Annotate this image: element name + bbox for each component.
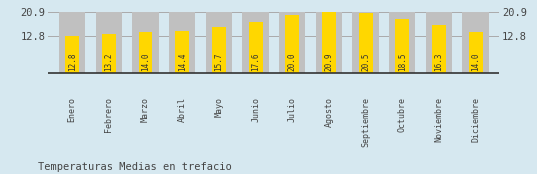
Bar bbox=[426, 12, 452, 73]
Bar bbox=[279, 12, 306, 73]
Bar bbox=[432, 25, 446, 73]
Text: 12.8: 12.8 bbox=[68, 53, 77, 71]
Bar bbox=[395, 19, 409, 73]
Bar bbox=[212, 27, 226, 73]
Text: 16.3: 16.3 bbox=[434, 53, 444, 71]
Text: 14.4: 14.4 bbox=[178, 53, 187, 71]
Text: 17.6: 17.6 bbox=[251, 53, 260, 71]
Bar bbox=[322, 12, 336, 73]
Text: Temperaturas Medias en trefacio: Temperaturas Medias en trefacio bbox=[38, 162, 231, 172]
Bar bbox=[352, 12, 379, 73]
Bar bbox=[132, 12, 159, 73]
Text: 20.0: 20.0 bbox=[288, 53, 297, 71]
Text: 20.5: 20.5 bbox=[361, 53, 370, 71]
Bar bbox=[389, 12, 416, 73]
Text: 13.2: 13.2 bbox=[104, 53, 113, 71]
Bar bbox=[206, 12, 232, 73]
Bar bbox=[359, 13, 373, 73]
Bar bbox=[65, 35, 79, 73]
Text: 20.9: 20.9 bbox=[324, 53, 333, 71]
Bar bbox=[169, 12, 195, 73]
Bar bbox=[316, 12, 342, 73]
Bar bbox=[59, 12, 85, 73]
Bar bbox=[242, 12, 268, 73]
Text: 15.7: 15.7 bbox=[214, 53, 223, 71]
Text: 14.0: 14.0 bbox=[471, 53, 480, 71]
Bar bbox=[175, 31, 189, 73]
Bar bbox=[139, 32, 153, 73]
Bar bbox=[249, 22, 263, 73]
Bar bbox=[96, 12, 122, 73]
Bar bbox=[462, 12, 489, 73]
Bar bbox=[469, 32, 483, 73]
Bar bbox=[102, 34, 116, 73]
Text: 14.0: 14.0 bbox=[141, 53, 150, 71]
Text: 18.5: 18.5 bbox=[398, 53, 407, 71]
Bar bbox=[285, 15, 299, 73]
